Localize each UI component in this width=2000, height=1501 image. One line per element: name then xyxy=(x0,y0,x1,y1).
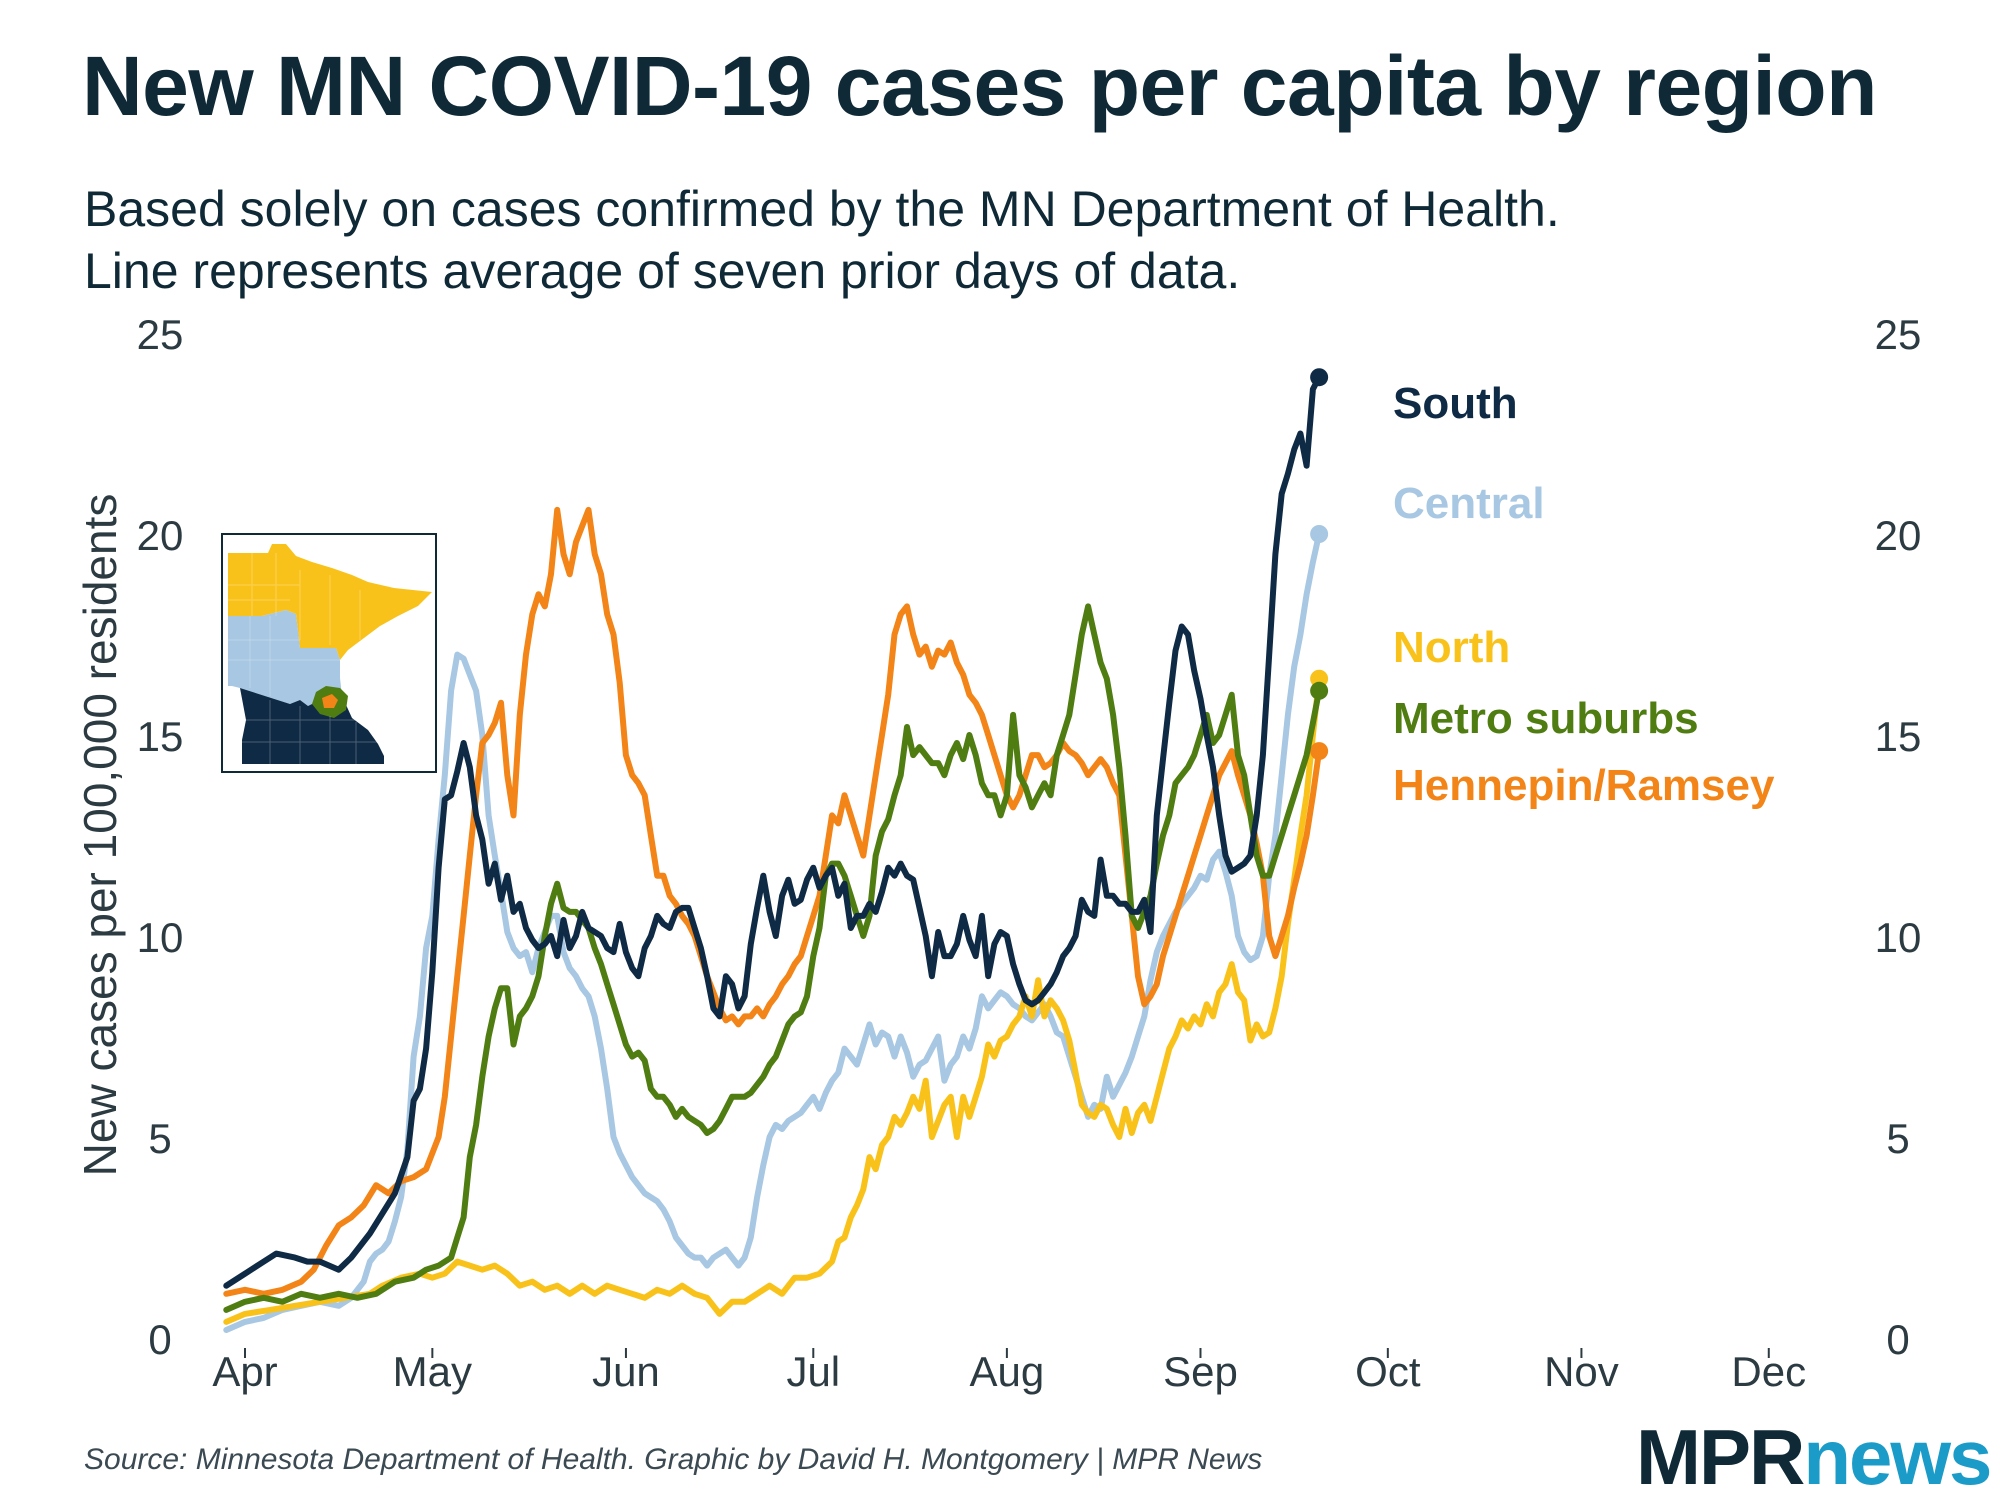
subtitle-line-2: Line represents average of seven prior d… xyxy=(84,243,1241,299)
y-tick-labels: 0 0 5 5 10 10 15 15 20 20 25 25 xyxy=(137,311,1922,1363)
x-tick-label: Apr xyxy=(212,1348,277,1395)
source-note: Source: Minnesota Department of Health. … xyxy=(84,1443,1263,1476)
series-labels: South Central North Metro suburbs Hennepin/R… xyxy=(1393,379,1775,810)
y-tick-label-left: 25 xyxy=(137,311,184,358)
map-region-hennepin-ramsey xyxy=(322,694,338,708)
series-endpoint-metro-suburbs xyxy=(1310,681,1329,700)
logo-part-mpr: MPR xyxy=(1636,1413,1805,1501)
series-label-south: South xyxy=(1393,379,1518,428)
y-tick-label-right: 15 xyxy=(1875,713,1922,760)
y-tick-label-right: 10 xyxy=(1875,914,1922,961)
series-endpoint-central xyxy=(1310,525,1329,543)
series-lines xyxy=(223,368,1329,1333)
y-tick-label-left: 15 xyxy=(137,713,184,760)
minnesota-region-map-inset xyxy=(221,533,437,773)
chart-subtitle: Based solely on cases confirmed by the M… xyxy=(84,178,1560,302)
series-label-hennepin-ramsey: Hennepin/Ramsey xyxy=(1393,761,1775,810)
y-tick-label-right: 25 xyxy=(1875,311,1922,358)
map-region-north xyxy=(228,544,432,660)
x-tick-label: Nov xyxy=(1544,1348,1619,1395)
x-tick-label: Dec xyxy=(1731,1348,1806,1395)
chart-title: New MN COVID-19 cases per capita by regi… xyxy=(82,39,1877,133)
y-tick-label-right: 20 xyxy=(1875,512,1922,559)
minnesota-map-icon xyxy=(228,544,432,764)
y-tick-label-left: 20 xyxy=(137,512,184,559)
series-line-metro-suburbs xyxy=(223,603,1323,1313)
logo-part-news: news xyxy=(1803,1413,1992,1501)
y-tick-label-left: 5 xyxy=(148,1115,171,1162)
x-tick-label: May xyxy=(393,1348,472,1395)
y-tick-label-left: 0 xyxy=(148,1316,171,1363)
y-tick-label-right: 0 xyxy=(1886,1316,1909,1363)
x-tick-label: Jun xyxy=(592,1348,660,1395)
series-endpoint-south xyxy=(1310,368,1329,387)
series-line-central xyxy=(223,531,1323,1333)
map-region-central xyxy=(228,610,342,706)
y-tick-label-left: 10 xyxy=(137,914,184,961)
x-tick-label: Aug xyxy=(970,1348,1045,1395)
map-region-south xyxy=(240,688,384,764)
series-endpoint-hennepin-ramsey xyxy=(1310,742,1329,761)
x-tick-label: Oct xyxy=(1355,1348,1421,1395)
y-axis-label: New cases per 100,000 residents xyxy=(74,494,126,1177)
mpr-news-logo: MPRnews xyxy=(1636,1418,1992,1496)
y-tick-label-right: 5 xyxy=(1886,1115,1909,1162)
series-label-north: North xyxy=(1393,623,1510,672)
x-tick-label: Sep xyxy=(1163,1348,1238,1395)
subtitle-line-1: Based solely on cases confirmed by the M… xyxy=(84,181,1560,237)
series-line-north xyxy=(223,675,1323,1325)
x-axis: Apr May Jun Jul Aug Sep Oct Nov Dec xyxy=(212,1348,1806,1395)
series-label-metro-suburbs: Metro suburbs xyxy=(1393,694,1699,743)
series-label-central: Central xyxy=(1393,479,1545,528)
series-line-hennepin-ramsey xyxy=(223,506,1323,1297)
x-tick-label: Jul xyxy=(786,1348,840,1395)
series-line-south xyxy=(223,374,1323,1289)
